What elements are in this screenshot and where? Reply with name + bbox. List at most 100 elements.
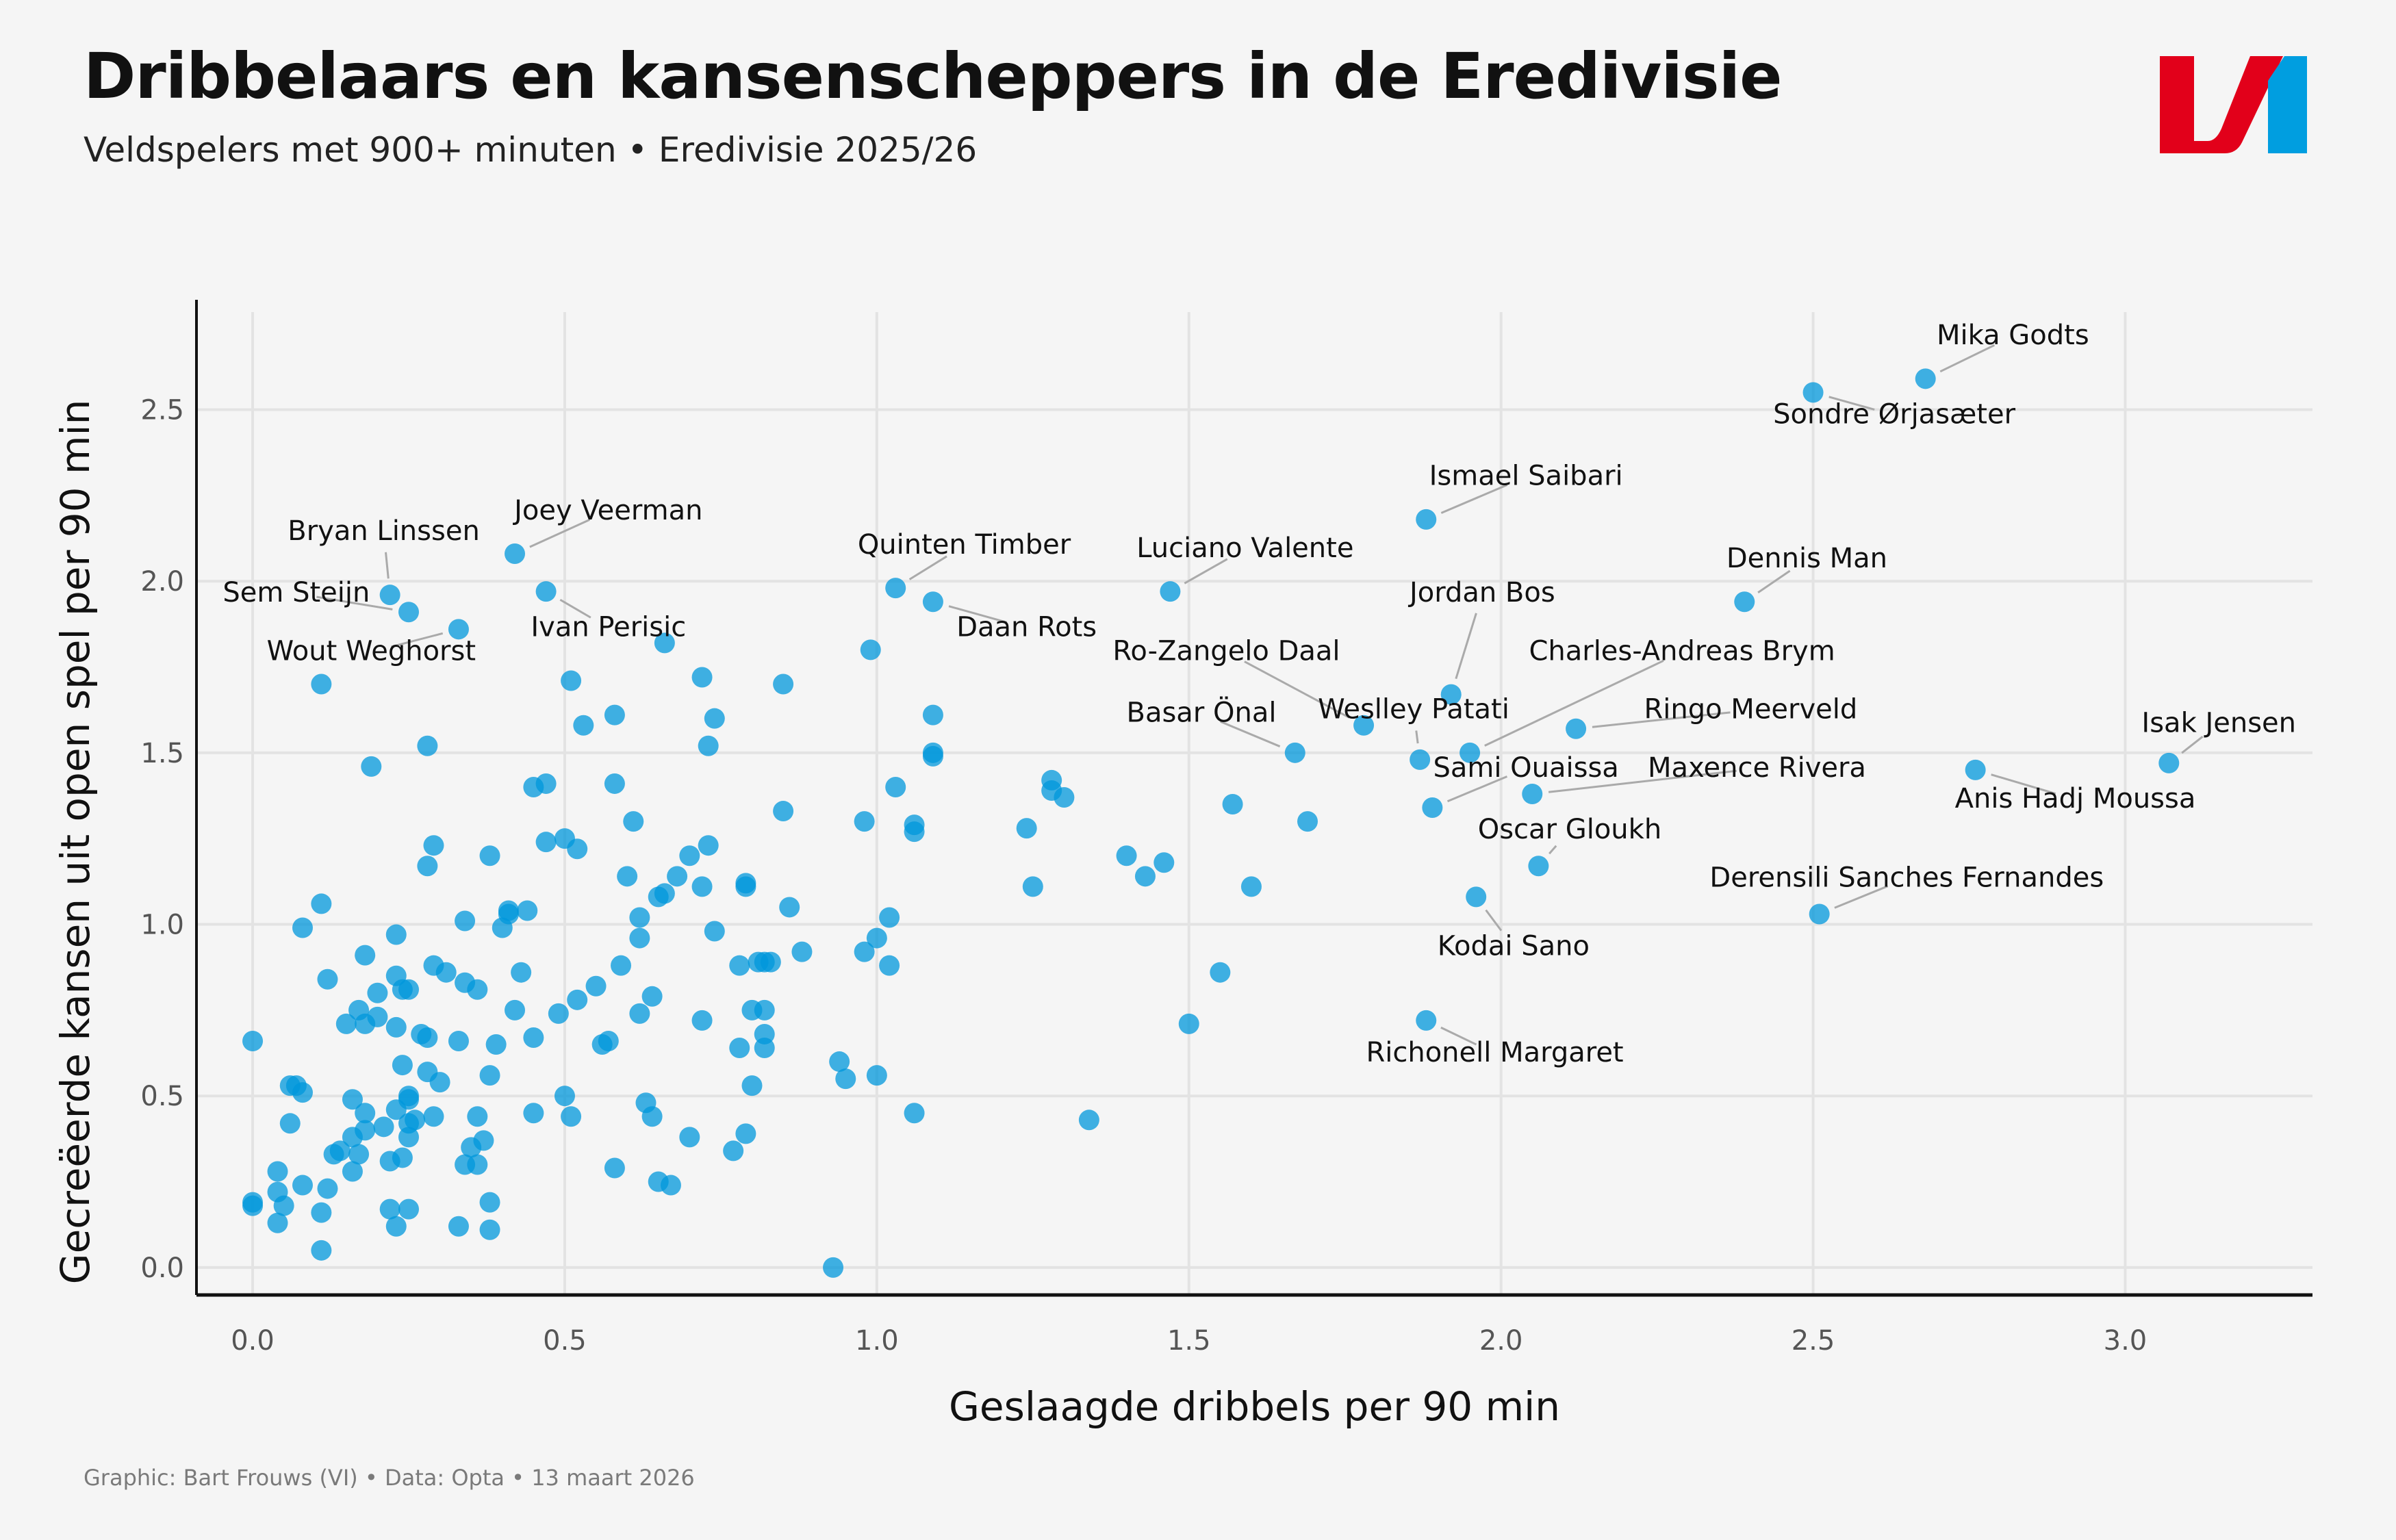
data-point [922, 745, 943, 767]
vi-logo-red-shape [2160, 56, 2283, 153]
leader-line [1455, 613, 1477, 680]
data-point [392, 1147, 413, 1168]
data-point [311, 1240, 332, 1261]
data-point [361, 756, 382, 777]
leader-line [1757, 569, 1791, 593]
data-point [922, 704, 943, 726]
data-point [735, 1123, 756, 1144]
leader-line [948, 605, 1008, 624]
labeled-data-point [1809, 903, 1830, 925]
data-point [679, 1127, 700, 1148]
data-point [1154, 852, 1175, 873]
data-point [329, 1140, 351, 1162]
data-point [791, 941, 813, 962]
point-label: Kodai Sano [1438, 931, 1590, 962]
data-point [660, 1175, 681, 1196]
data-point [567, 838, 588, 860]
y-tick-labels: 0.0 0.5 1.0 1.5 2.0 2.5 [140, 394, 184, 1283]
data-point [292, 1082, 314, 1103]
leader-line [1548, 769, 1737, 793]
point-label: Joey Veerman [512, 495, 702, 526]
labeled-data-point [448, 619, 469, 640]
labeled-data-point [1802, 382, 1824, 403]
leader-line [1484, 659, 1664, 747]
labeled-data-point [535, 581, 557, 602]
data-point [629, 1003, 650, 1024]
data-point [498, 903, 519, 925]
leader-line [1485, 909, 1503, 932]
data-point [567, 989, 588, 1010]
data-point [654, 632, 675, 654]
data-point [1016, 818, 1037, 839]
point-label: Maxence Rivera [1648, 752, 1866, 784]
leader-line [2181, 736, 2204, 754]
data-point [604, 704, 625, 726]
data-point [385, 924, 407, 945]
data-point [367, 982, 388, 1003]
data-point [854, 811, 875, 832]
data-point [548, 1003, 569, 1024]
labeled-data-point [1522, 783, 1543, 804]
data-point [511, 962, 532, 983]
data-point [535, 773, 557, 794]
data-point [398, 1198, 420, 1220]
data-point [517, 900, 538, 921]
labeled-data-point [2158, 752, 2180, 773]
data-point [417, 735, 438, 756]
data-point [479, 845, 500, 867]
point-label: Richonell Margaret [1366, 1037, 1623, 1068]
data-point [723, 1140, 744, 1162]
data-point [473, 1130, 494, 1151]
vi-logo-icon [2160, 56, 2307, 153]
y-tick-label: 1.0 [140, 910, 184, 941]
data-point [904, 821, 925, 843]
point-label: Sondre Ørjasæter [1773, 398, 2015, 430]
leader-line [1549, 845, 1557, 855]
leader-line [1828, 396, 1875, 411]
data-point [367, 1006, 388, 1027]
chart-title: Dribbelaars en kansenscheppers in de Ere… [84, 40, 1783, 113]
labeled-data-point [1416, 1010, 1437, 1031]
data-point [904, 1103, 925, 1124]
x-axis-label: Geslaagde dribbels per 90 min [949, 1383, 1560, 1430]
data-point [561, 670, 582, 691]
data-point [398, 1127, 420, 1148]
data-point [435, 962, 457, 983]
data-point [479, 1192, 500, 1213]
point-label: Basar Önal [1127, 696, 1277, 729]
data-point [698, 835, 719, 856]
data-point [405, 1109, 426, 1131]
data-point [641, 986, 663, 1007]
data-point [1178, 1013, 1199, 1034]
data-point [311, 673, 332, 695]
data-point [573, 715, 594, 736]
data-point [292, 1175, 314, 1196]
labeled-data-point [1284, 742, 1305, 763]
data-point [598, 1030, 619, 1051]
point-label: Ringo Meerveld [1644, 694, 1857, 726]
y-tick-label: 2.0 [140, 566, 184, 598]
data-point [1222, 794, 1243, 815]
data-point [429, 1072, 450, 1093]
data-point [561, 1106, 582, 1127]
leader-line [316, 595, 393, 611]
y-tick-label: 1.5 [140, 738, 184, 769]
data-point [1240, 876, 1262, 897]
x-tick-label: 3.0 [2104, 1325, 2148, 1357]
data-point [448, 1216, 469, 1237]
data-point [1054, 787, 1075, 808]
data-point [335, 1013, 357, 1034]
point-label: Ismael Saibari [1429, 461, 1623, 492]
data-point [604, 1157, 625, 1179]
data-point [535, 832, 557, 853]
data-point [879, 907, 900, 928]
data-point [523, 1027, 544, 1048]
data-point [704, 708, 725, 729]
data-point [479, 1065, 500, 1086]
data-point [398, 979, 420, 1000]
data-point [455, 910, 476, 932]
leader-line [1991, 773, 2056, 795]
data-point [629, 927, 650, 949]
data-point [392, 1055, 413, 1076]
data-point [654, 883, 675, 904]
